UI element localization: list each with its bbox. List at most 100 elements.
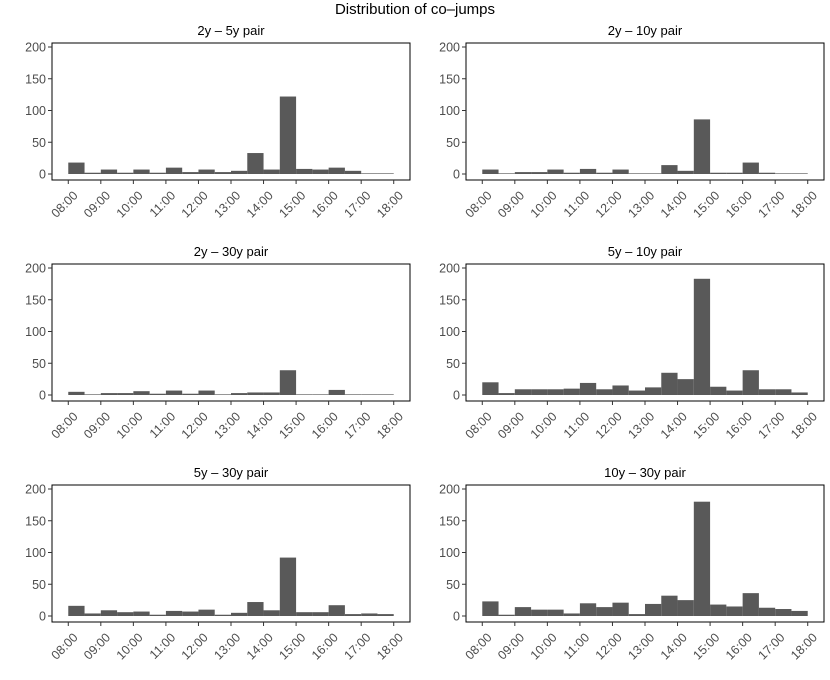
bar — [482, 601, 499, 616]
y-tick-label: 200 — [439, 262, 460, 276]
bar — [149, 393, 166, 395]
bar — [579, 168, 597, 174]
chart-panel-1: 2y – 10y pair 0 50 100 150 200 08:00 09:00 10:00… — [439, 23, 825, 220]
bar — [758, 172, 776, 174]
bar — [214, 394, 231, 395]
bar — [296, 394, 313, 395]
bar — [547, 389, 564, 395]
x-tick-label: 11:00 — [147, 188, 178, 219]
x-tick-label: 16:00 — [723, 409, 755, 441]
bar — [498, 614, 515, 616]
x-tick-label: 13:00 — [625, 630, 657, 662]
bar — [328, 167, 345, 174]
x-tick-label: 14:00 — [244, 188, 276, 220]
y-tick-label: 50 — [446, 136, 460, 150]
bar — [514, 172, 532, 174]
bar — [182, 393, 199, 395]
y-tick-label: 100 — [25, 104, 46, 118]
bar — [563, 613, 580, 616]
x-tick-label: 08:00 — [49, 409, 81, 441]
x-tick-label: 13:00 — [625, 409, 657, 441]
y-tick-label: 50 — [32, 578, 46, 592]
bar — [661, 165, 678, 174]
chart-panel-2: 2y – 30y pair 0 50 100 150 200 08:00 09:00 10:00… — [25, 244, 411, 441]
y-tick-label: 0 — [453, 610, 460, 624]
bar — [344, 394, 362, 395]
bar — [547, 609, 564, 616]
x-tick-label: 09:00 — [81, 630, 113, 662]
bar — [100, 393, 118, 395]
x-tick-label: 17:00 — [756, 188, 788, 220]
bar — [198, 169, 215, 174]
bar — [84, 613, 101, 616]
x-tick-label: 17:00 — [342, 188, 374, 220]
bar — [133, 391, 150, 395]
panel-title: 2y – 10y pair — [608, 23, 683, 38]
y-tick-label: 100 — [25, 546, 46, 560]
bar — [579, 603, 597, 616]
bar — [182, 611, 199, 616]
chart-panel-4: 5y – 30y pair 0 50 100 150 200 08:00 09:00 10:00… — [25, 465, 411, 662]
bar — [247, 392, 264, 395]
x-tick-label: 08:00 — [463, 188, 495, 220]
x-tick-label: 18:00 — [788, 409, 820, 441]
bar — [214, 614, 231, 616]
x-tick-label: 11:00 — [147, 630, 178, 661]
bar — [661, 372, 678, 395]
bar — [312, 612, 329, 616]
bar — [758, 389, 776, 395]
x-tick-label: 18:00 — [374, 630, 406, 662]
bar — [149, 614, 166, 616]
y-tick-label: 150 — [439, 293, 460, 307]
y-tick-label: 200 — [25, 483, 46, 497]
bar — [296, 612, 313, 616]
bar — [628, 390, 645, 395]
y-tick-label: 50 — [446, 357, 460, 371]
bar — [279, 370, 297, 395]
x-tick-label: 18:00 — [374, 188, 406, 220]
y-tick-label: 150 — [25, 514, 46, 528]
bar — [231, 612, 248, 616]
x-tick-label: 17:00 — [342, 409, 374, 441]
x-tick-label: 16:00 — [723, 188, 755, 220]
bar — [596, 172, 613, 174]
bar — [563, 172, 580, 174]
panel-title: 2y – 30y pair — [194, 244, 269, 259]
bar — [312, 394, 329, 395]
x-tick-label: 10:00 — [114, 188, 146, 220]
x-tick-label: 10:00 — [528, 630, 560, 662]
x-tick-label: 08:00 — [463, 409, 495, 441]
x-tick-label: 15:00 — [276, 188, 308, 220]
x-tick-label: 11:00 — [561, 409, 592, 440]
bar — [710, 172, 727, 174]
bar — [68, 605, 85, 616]
x-tick-label: 11:00 — [561, 630, 592, 661]
bar — [596, 607, 613, 616]
panel-border — [51, 484, 411, 623]
x-tick-label: 08:00 — [49, 630, 81, 662]
y-tick-label: 100 — [25, 325, 46, 339]
y-tick-label: 100 — [439, 104, 460, 118]
x-tick-label: 12:00 — [593, 630, 625, 662]
x-tick-label: 09:00 — [81, 409, 113, 441]
bar — [498, 393, 515, 395]
chart-panel-3: 5y – 10y pair 0 50 100 150 200 08:00 09:00 10:00… — [439, 244, 825, 441]
chart-panel-5: 10y – 30y pair 0 50 100 150 200 08:00 09:00 10:0… — [439, 465, 825, 662]
x-tick-label: 14:00 — [244, 630, 276, 662]
bar — [596, 389, 613, 395]
x-tick-label: 10:00 — [114, 409, 146, 441]
x-tick-label: 18:00 — [788, 630, 820, 662]
bar — [661, 595, 678, 616]
bar — [628, 173, 645, 174]
panel-border — [51, 263, 411, 402]
bar — [198, 609, 215, 616]
x-tick-label: 08:00 — [49, 188, 81, 220]
bar — [279, 557, 297, 616]
y-tick-label: 200 — [439, 41, 460, 55]
bar — [377, 614, 394, 616]
bar — [344, 170, 362, 174]
bar — [165, 390, 183, 395]
bar — [344, 614, 362, 616]
x-tick-label: 09:00 — [495, 188, 527, 220]
panel-title: 2y – 5y pair — [197, 23, 265, 38]
